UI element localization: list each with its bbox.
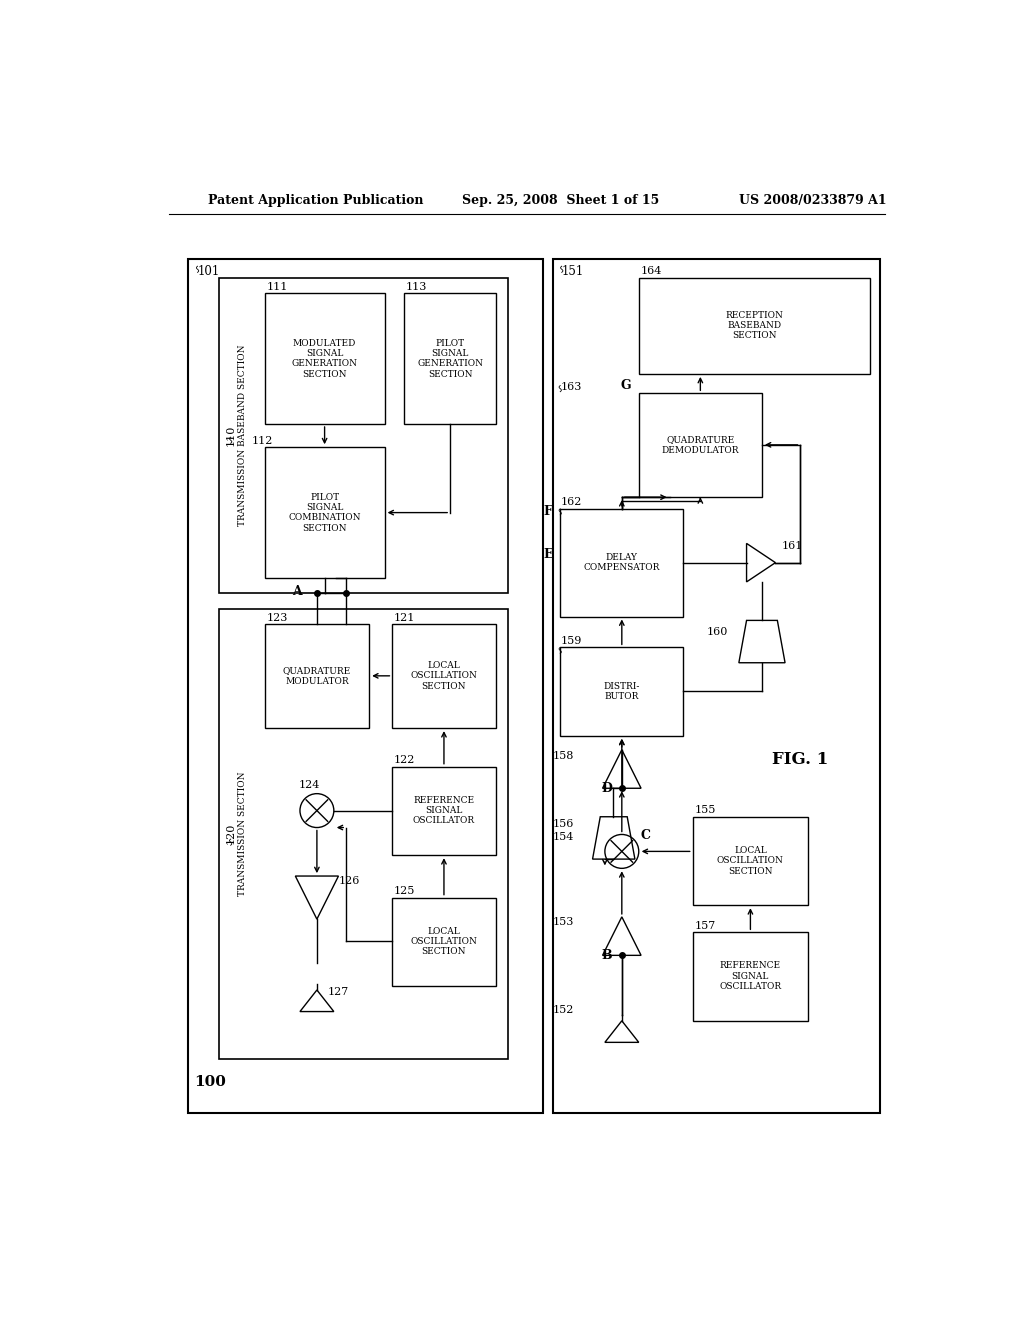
Text: 127: 127 (328, 986, 349, 997)
Text: LOCAL
OSCILLATION
SECTION: LOCAL OSCILLATION SECTION (717, 846, 783, 875)
Text: 111: 111 (267, 281, 288, 292)
Text: 101: 101 (198, 264, 220, 277)
Text: LOCAL
OSCILLATION
SECTION: LOCAL OSCILLATION SECTION (411, 661, 477, 690)
Text: Sep. 25, 2008  Sheet 1 of 15: Sep. 25, 2008 Sheet 1 of 15 (462, 194, 658, 207)
Text: 162: 162 (560, 498, 582, 507)
Text: 155: 155 (694, 805, 716, 816)
Text: US 2008/0233879 A1: US 2008/0233879 A1 (739, 194, 887, 207)
Text: 159: 159 (560, 636, 582, 645)
Text: A: A (292, 585, 301, 598)
Text: 126: 126 (339, 876, 359, 886)
Text: 157: 157 (694, 921, 716, 931)
Bar (265, 293, 385, 424)
Text: 112: 112 (252, 436, 272, 446)
Text: TRANSMISSION BASEBAND SECTION: TRANSMISSION BASEBAND SECTION (238, 345, 247, 527)
Bar (560, 508, 683, 616)
Bar (692, 817, 808, 906)
Bar (265, 447, 385, 578)
Text: B: B (601, 949, 611, 962)
Text: REFERENCE
SIGNAL
OSCILLATOR: REFERENCE SIGNAL OSCILLATOR (413, 796, 475, 825)
Text: MODULATED
SIGNAL
GENERATION
SECTION: MODULATED SIGNAL GENERATION SECTION (292, 338, 357, 379)
Text: 125: 125 (394, 886, 416, 896)
Text: DISTRI-
BUTOR: DISTRI- BUTOR (603, 681, 640, 701)
Text: DELAY
COMPENSATOR: DELAY COMPENSATOR (584, 553, 660, 573)
Text: LOCAL
OSCILLATION
SECTION: LOCAL OSCILLATION SECTION (411, 927, 477, 957)
Text: E: E (543, 548, 553, 561)
Text: 124: 124 (298, 780, 319, 789)
Text: 151: 151 (562, 264, 584, 277)
Bar (560, 647, 683, 737)
Text: 153: 153 (553, 917, 573, 927)
Text: QUADRATURE
MODULATOR: QUADRATURE MODULATOR (283, 667, 351, 685)
Text: 161: 161 (781, 541, 803, 552)
Text: 152: 152 (553, 1005, 573, 1015)
Text: REFERENCE
SIGNAL
OSCILLATOR: REFERENCE SIGNAL OSCILLATOR (719, 961, 781, 991)
Text: 100: 100 (194, 1076, 225, 1089)
Text: RECEPTION
BASEBAND
SECTION: RECEPTION BASEBAND SECTION (725, 310, 783, 341)
Text: FIG. 1: FIG. 1 (772, 751, 828, 767)
Text: 120: 120 (225, 822, 236, 845)
Text: QUADRATURE
DEMODULATOR: QUADRATURE DEMODULATOR (662, 436, 739, 454)
Bar (392, 767, 497, 855)
Text: 164: 164 (640, 267, 662, 276)
Text: C: C (640, 829, 650, 842)
Bar (639, 393, 762, 498)
Bar (392, 898, 497, 986)
Text: 163: 163 (560, 381, 582, 392)
Text: Patent Application Publication: Patent Application Publication (208, 194, 423, 207)
Text: 113: 113 (406, 281, 427, 292)
Bar (692, 932, 808, 1020)
Bar (188, 259, 543, 1113)
Bar (392, 624, 497, 729)
Bar (553, 259, 880, 1113)
Text: TRANSMISSION SECTION: TRANSMISSION SECTION (238, 771, 247, 896)
Bar (403, 293, 497, 424)
Text: D: D (601, 781, 611, 795)
Text: 110: 110 (225, 425, 236, 446)
Text: 123: 123 (267, 612, 288, 623)
Text: G: G (621, 379, 631, 392)
Text: 154: 154 (553, 832, 573, 842)
Text: 121: 121 (394, 612, 416, 623)
Text: 158: 158 (553, 751, 573, 762)
Text: PILOT
SIGNAL
GENERATION
SECTION: PILOT SIGNAL GENERATION SECTION (417, 338, 483, 379)
Bar (219, 277, 508, 594)
Text: PILOT
SIGNAL
COMBINATION
SECTION: PILOT SIGNAL COMBINATION SECTION (289, 492, 360, 533)
Text: 156: 156 (553, 818, 573, 829)
Text: F: F (544, 504, 553, 517)
Text: 160: 160 (707, 627, 728, 636)
Bar (265, 624, 370, 729)
Bar (219, 609, 508, 1059)
Bar (639, 277, 869, 374)
Text: 122: 122 (394, 755, 416, 766)
